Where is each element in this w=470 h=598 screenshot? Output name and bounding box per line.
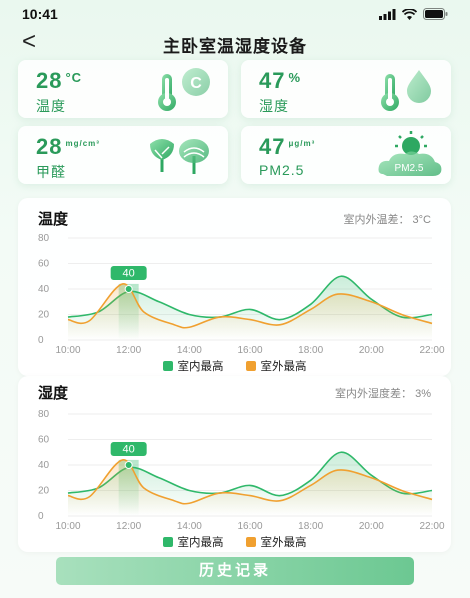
metric-label: 甲醛 [36,164,66,180]
y-tick-label: 80 [38,233,50,244]
x-tick-label: 18:00 [298,521,323,532]
metric-value-wrap: 47% [259,68,301,94]
metric-unit: μg/m³ [288,139,316,148]
history-button[interactable]: 历史记录 [56,557,414,585]
pm25-badge-text: PM2.5 [395,163,424,174]
temperature-difference: 室内外温差： 3°C [343,214,431,226]
x-tick-label: 22:00 [419,521,444,532]
x-tick-label: 22:00 [419,345,444,356]
trees-icon [150,139,209,174]
metric-unit: °C [65,70,83,85]
y-tick-label: 20 [38,310,50,321]
metric-value: 47 [259,134,286,159]
temperature-chart-panel: 温度 室内外温差： 3°C 0 20 40 60 80 10:00 12:00 14:00 16… [18,198,451,376]
x-tick-label: 16:00 [237,345,262,356]
metric-card-temperature[interactable]: 28 °C 温度 C [18,60,228,118]
y-tick-label: 40 [38,284,50,295]
page-title: 主卧室温湿度设备 [163,37,307,56]
legend-indoor: 室内最高 [162,358,224,374]
series-area-outdoor [68,283,432,340]
chart-title: 湿度 [38,385,69,402]
metric-unit: mg/cm³ [65,139,100,148]
x-tick-label: 20:00 [359,521,384,532]
legend-outdoor: 室外最高 [245,358,307,374]
metric-card-humidity[interactable]: 47% 湿度 [241,60,451,118]
x-tick-label: 14:00 [177,345,202,356]
metric-label: 温度 [36,98,66,114]
metric-unit: % [288,70,302,85]
series-line-outdoor [67,459,433,505]
y-tick-label: 40 [38,460,50,471]
legend-swatch-indoor [162,361,173,371]
wifi-icon [402,8,417,20]
temperature-chart: 0 20 40 60 80 10:00 12:00 14:00 16:00 18:00 20:00 2… [38,233,445,356]
series-line-outdoor [67,283,433,329]
legend-label-indoor: 室内最高 [177,537,224,549]
metric-card-pm25[interactable]: 47 μg/m³ PM2.5 PM2.5 [241,126,451,184]
series-area-outdoor [68,459,432,516]
humidity-chart: 0 20 40 60 80 10:00 12:00 14:00 16:00 18:00 20:00 2… [38,409,445,532]
metric-value: 28 [36,134,63,159]
x-tick-label: 12:00 [116,521,141,532]
highlight-point[interactable] [124,461,133,469]
x-tick-label: 16:00 [237,521,262,532]
metric-value-wrap: 47 μg/m³ [259,134,315,160]
metric-label: 湿度 [259,98,289,114]
legend-indoor: 室内最高 [162,534,224,550]
metric-value-wrap: 28 °C [36,68,82,94]
nav-bar: < 主卧室温湿度设备 [0,28,470,60]
chart-title: 温度 [38,211,69,228]
legend-label-indoor: 室内最高 [177,361,224,373]
status-bar: 10:41 [0,0,470,28]
metric-label: PM2.5 [259,162,305,178]
highlight-value-label: 40 [123,268,135,280]
thermometer-celsius-icon: C [158,68,210,111]
chart-legend: 室内最高 室外最高 [18,358,451,374]
legend-outdoor: 室外最高 [245,534,307,550]
x-tick-label: 10:00 [55,345,80,356]
metric-value: 28 [36,68,63,93]
y-tick-label: 0 [38,511,44,522]
legend-swatch-outdoor [245,361,256,371]
highlight-tooltip [110,266,147,280]
battery-icon [423,8,448,20]
chart-legend: 室内最高 室外最高 [18,534,451,550]
x-tick-label: 18:00 [298,345,323,356]
metric-value-wrap: 28 mg/cm³ [36,134,100,160]
y-tick-label: 80 [38,409,50,420]
signal-icon [379,8,396,20]
x-tick-label: 12:00 [116,345,141,356]
highlight-point[interactable] [124,285,133,293]
legend-label-outdoor: 室外最高 [260,537,307,549]
sun-cloud-pm25-icon: PM2.5 [378,131,442,176]
status-icons [379,8,448,20]
legend-swatch-indoor [162,537,173,547]
y-tick-label: 60 [38,259,50,270]
y-tick-label: 20 [38,486,50,497]
legend-swatch-outdoor [245,537,256,547]
highlight-value-label: 40 [123,444,135,456]
metric-card-formaldehyde[interactable]: 28 mg/cm³ 甲醛 [18,126,228,184]
metric-value: 47 [259,68,286,93]
humidity-chart-panel: 湿度 室内外湿度差： 3% 0 20 40 60 80 10:00 12:00 14:00 16… [18,376,451,552]
x-tick-label: 14:00 [177,521,202,532]
legend-label-outdoor: 室外最高 [260,361,307,373]
humidity-difference: 室内外湿度差： 3% [335,388,431,400]
x-tick-label: 10:00 [55,521,80,532]
y-tick-label: 60 [38,435,50,446]
status-time: 10:41 [22,6,58,22]
svg-text:C: C [190,75,202,92]
x-tick-label: 20:00 [359,345,384,356]
y-tick-label: 0 [38,335,44,346]
thermometer-droplet-icon [381,70,431,111]
back-button[interactable]: < [22,28,37,55]
highlight-tooltip [110,442,147,456]
